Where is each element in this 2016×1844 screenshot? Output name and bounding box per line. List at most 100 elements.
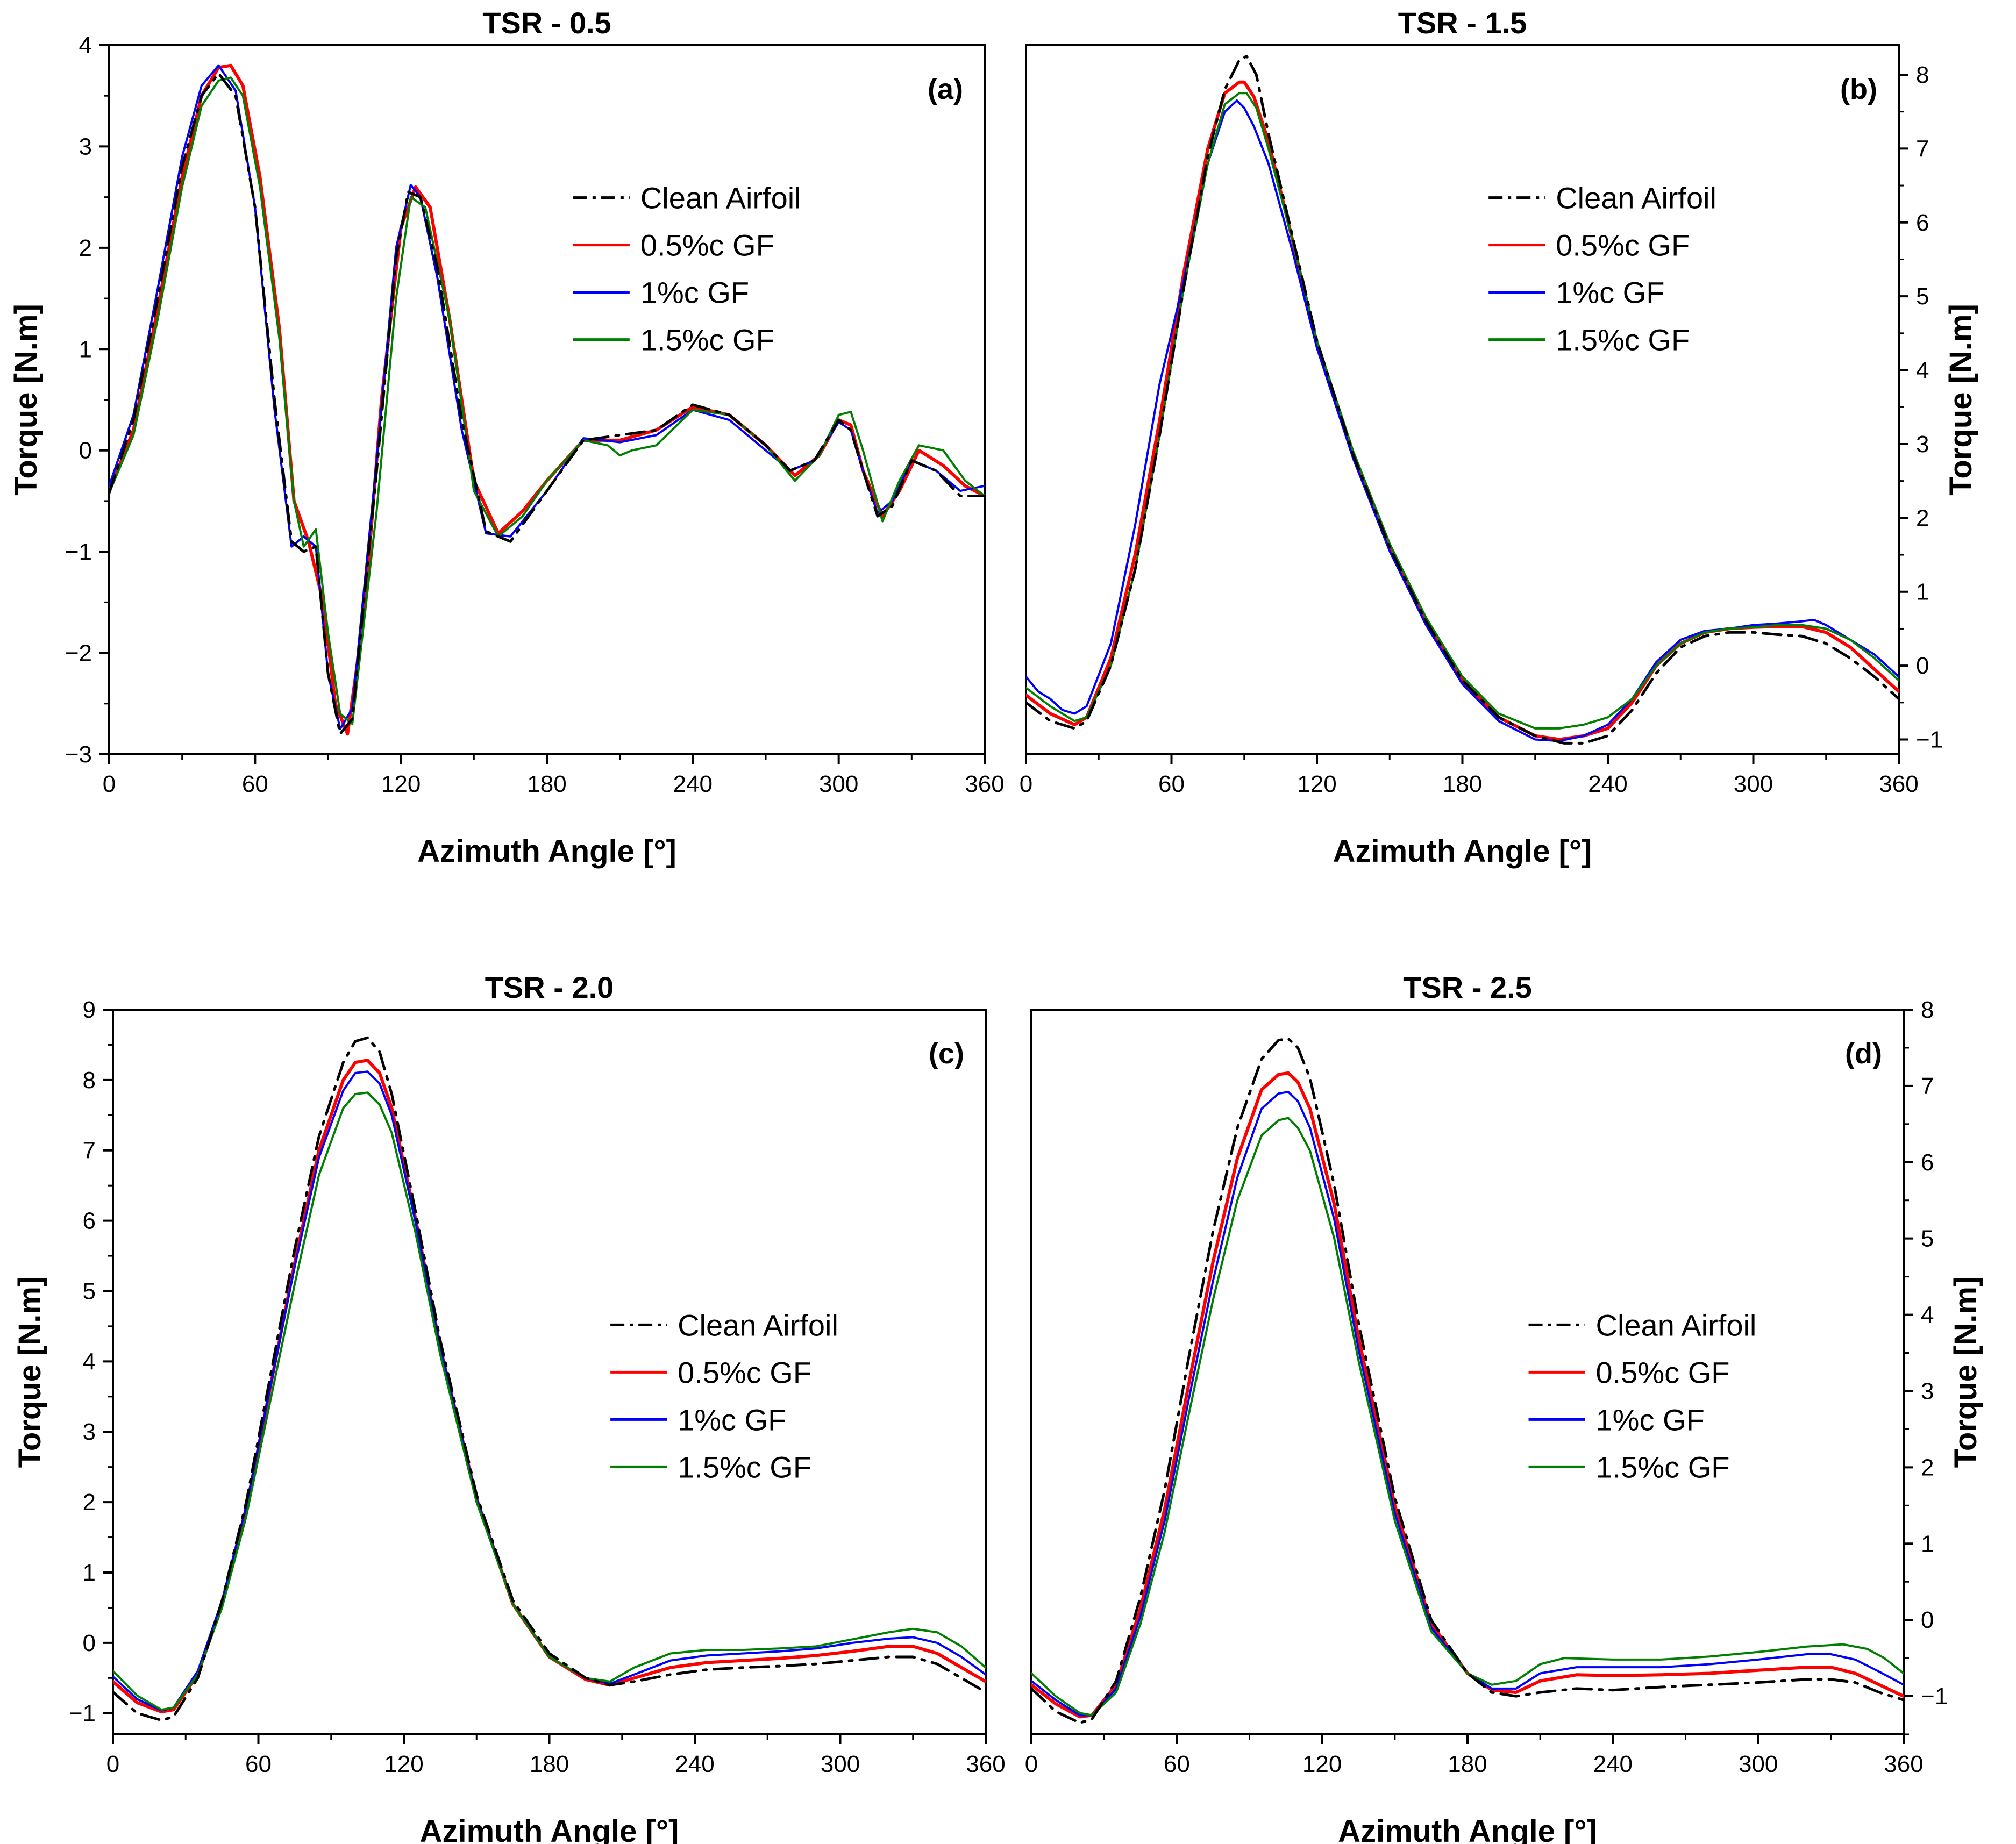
y-tick-label: −1 <box>1921 1683 1948 1710</box>
x-tick-label: 360 <box>1879 771 1918 797</box>
x-tick-label: 180 <box>530 1751 569 1777</box>
legend: Clean Airfoil 0.5%c GF 1%c GF 1.5%c GF <box>610 1308 838 1484</box>
legend-label: 0.5%c GF <box>640 228 774 262</box>
y-tick-label: 3 <box>83 1419 96 1445</box>
plot-frame <box>112 1009 987 1735</box>
x-tick-label: 0 <box>1020 771 1032 797</box>
series-line-0-5-c-gf <box>1026 80 1899 741</box>
y-tick-label: 8 <box>1916 62 1929 88</box>
x-tick-label: 120 <box>381 771 421 797</box>
x-axis-title: Azimuth Angle [°] <box>1338 1814 1597 1844</box>
y-tick-label: 6 <box>83 1208 96 1234</box>
y-tick-label: 5 <box>1921 1226 1934 1252</box>
y-tick-label: 0 <box>83 1630 96 1656</box>
x-tick-label: 300 <box>819 771 858 797</box>
y-tick-label: 4 <box>1921 1302 1934 1328</box>
y-tick-label: 2 <box>1916 505 1929 531</box>
y-tick-label: 5 <box>1916 283 1929 310</box>
legend: Clean Airfoil 0.5%c GF 1%c GF 1.5%c GF <box>1488 181 1716 357</box>
y-tick-label: 7 <box>1921 1073 1934 1099</box>
x-tick-label: 60 <box>1158 771 1185 797</box>
y-tick-label: 7 <box>1916 135 1929 162</box>
x-tick-label: 60 <box>1164 1751 1190 1777</box>
y-tick-label: 4 <box>1916 358 1929 384</box>
x-tick-label: 180 <box>527 771 566 797</box>
y-tick-label: 1 <box>1921 1531 1934 1557</box>
panel-a: 0 60 120 180 240 300 360 −3 −2 −1 0 1 2 3 4 TSR - 0.5 Az… <box>9 6 1005 869</box>
series-line-1-c-gf <box>113 1070 986 1712</box>
panel-label: (a) <box>928 73 963 105</box>
y-tick-label: 2 <box>79 235 92 261</box>
legend-label: Clean Airfoil <box>640 181 801 215</box>
y-tick-label: 0 <box>1916 653 1929 679</box>
chart-title: TSR - 2.5 <box>1403 970 1532 1004</box>
x-tick-label: 360 <box>1884 1751 1923 1777</box>
panel-c: 0 60 120 180 240 300 360 −1 0 1 2 3 4 5 6 7 8 9 TSR - 2.0 A… <box>12 970 1006 1844</box>
x-tick-label: 60 <box>245 1751 272 1777</box>
x-tick-label: 180 <box>1443 771 1482 797</box>
legend-label: 1.5%c GF <box>1596 1450 1730 1484</box>
x-tick-label: 240 <box>1588 771 1627 797</box>
y-tick-label: 0 <box>1921 1607 1934 1633</box>
panel-label: (d) <box>1845 1038 1882 1070</box>
y-tick-label: −1 <box>1916 727 1943 753</box>
plot-frame <box>1030 1009 1905 1735</box>
x-tick-label: 0 <box>103 771 116 797</box>
x-axis-title: Azimuth Angle [°] <box>420 1814 679 1844</box>
legend: Clean Airfoil 0.5%c GF 1%c GF 1.5%c GF <box>573 181 801 357</box>
y-axis-title: Torque [N.m] <box>1943 304 1978 496</box>
chart-title: TSR - 2.0 <box>485 970 614 1004</box>
y-tick-label: −1 <box>65 539 92 565</box>
chart-title: TSR - 1.5 <box>1398 6 1527 40</box>
panel-b: 0 60 120 180 240 300 360 −1 0 1 2 3 4 5 6 7 8 TSR - 1.5 Az… <box>1020 6 1978 869</box>
panel-d: 0 60 120 180 240 300 360 −1 0 1 2 3 4 5 6 7 8 TSR - 2.5 Az… <box>1025 970 1983 1844</box>
legend-label: Clean Airfoil <box>1596 1308 1757 1342</box>
y-tick-label: 1 <box>79 336 92 362</box>
legend-label: 1.5%c GF <box>640 323 774 357</box>
series-line-1-c-gf <box>1031 1091 1904 1717</box>
series-line-0-5-c-gf <box>109 63 985 736</box>
y-tick-label: 3 <box>79 133 92 160</box>
series-line-1-c-gf <box>1026 99 1899 742</box>
plot-frame <box>108 44 986 755</box>
x-tick-label: 300 <box>821 1751 860 1777</box>
series-line-1-5-c-gf <box>109 76 985 725</box>
y-tick-label: 4 <box>79 32 92 59</box>
legend-label: 0.5%c GF <box>1556 228 1690 262</box>
y-tick-label: 3 <box>1916 431 1929 458</box>
y-tick-label: 2 <box>83 1489 96 1516</box>
series-line-0-5-c-gf <box>113 1059 986 1714</box>
series-line-0-5-c-gf <box>1031 1071 1904 1719</box>
x-tick-label: 360 <box>966 1751 1005 1777</box>
x-axis-title: Azimuth Angle [°] <box>417 834 676 869</box>
x-axis-title: Azimuth Angle [°] <box>1333 834 1592 869</box>
y-tick-label: 8 <box>1921 997 1934 1023</box>
y-axis-title: Torque [N.m] <box>12 1276 47 1468</box>
legend-label: 1%c GF <box>678 1403 786 1436</box>
series-line-clean-airfoil <box>1031 1037 1904 1725</box>
legend: Clean Airfoil 0.5%c GF 1%c GF 1.5%c GF <box>1528 1308 1757 1484</box>
y-tick-label: 3 <box>1921 1378 1934 1404</box>
panel-label: (c) <box>929 1038 964 1070</box>
series-line-clean-airfoil <box>109 72 985 735</box>
y-tick-label: 6 <box>1916 210 1929 236</box>
y-axis-title: Torque [N.m] <box>1948 1276 1983 1468</box>
y-tick-label: 7 <box>83 1138 96 1164</box>
y-tick-label: 1 <box>83 1560 96 1586</box>
legend-label: Clean Airfoil <box>1556 181 1716 215</box>
y-tick-label: 9 <box>83 997 96 1023</box>
x-tick-label: 0 <box>106 1751 119 1777</box>
y-tick-label: 2 <box>1921 1454 1934 1481</box>
x-tick-label: 120 <box>384 1751 423 1777</box>
panel-label: (b) <box>1840 73 1877 105</box>
series-line-1-c-gf <box>109 64 985 730</box>
legend-label: 0.5%c GF <box>678 1355 811 1389</box>
series-line-clean-airfoil <box>1026 55 1899 745</box>
legend-label: 1%c GF <box>1556 276 1664 310</box>
legend-label: 1.5%c GF <box>1556 323 1690 357</box>
x-tick-label: 240 <box>1593 1751 1633 1777</box>
series-line-clean-airfoil <box>113 1036 986 1722</box>
y-tick-label: 0 <box>79 438 92 464</box>
x-tick-label: 300 <box>1739 1751 1778 1777</box>
